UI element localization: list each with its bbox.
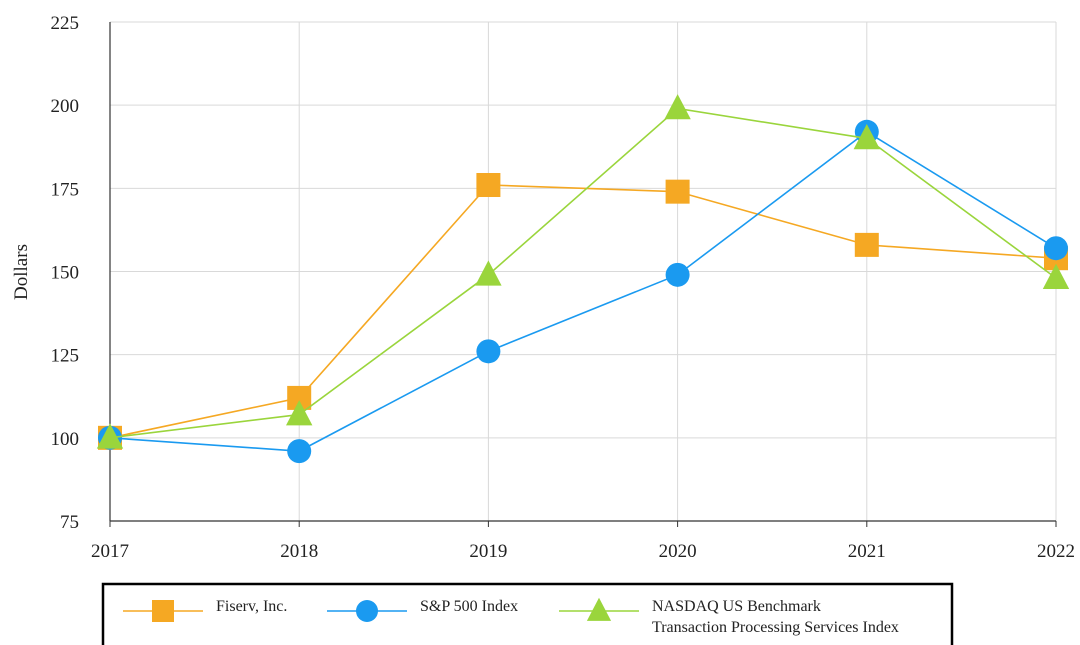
legend-label: NASDAQ US Benchmark Transaction Processin… <box>652 598 899 636</box>
x-tick-label: 2022 <box>1037 541 1075 562</box>
x-tick-label: 2020 <box>659 541 697 562</box>
legend-label-line: NASDAQ US Benchmark <box>652 598 821 615</box>
y-tick-label: 225 <box>51 13 80 34</box>
circle-marker <box>287 439 312 464</box>
x-tick-label: 2017 <box>91 541 129 562</box>
legend-label-line: Fiserv, Inc. <box>216 598 287 615</box>
series-triangle <box>96 94 1070 449</box>
square-marker <box>854 232 879 257</box>
axes <box>109 22 1057 527</box>
legend-box <box>101 582 954 645</box>
triangle-marker <box>475 260 502 286</box>
circle-marker <box>1044 236 1068 261</box>
series-square <box>98 173 1068 450</box>
y-tick-label: 125 <box>51 346 80 367</box>
series-circle <box>98 119 1068 464</box>
legend-label-line: Transaction Processing Services Index <box>652 619 899 636</box>
square-marker <box>152 600 174 622</box>
triangle-marker <box>1042 263 1070 289</box>
y-tick-label: 175 <box>51 179 80 200</box>
legend-label-line: S&P 500 Index <box>420 598 518 615</box>
legend-label: Fiserv, Inc. <box>216 598 287 615</box>
triangle-marker <box>96 423 124 449</box>
circle-marker <box>665 262 690 287</box>
series-line <box>109 107 1057 439</box>
y-tick-label: 100 <box>51 429 80 450</box>
legend-label: S&P 500 Index <box>420 598 518 615</box>
y-tick-label: 75 <box>60 512 79 533</box>
x-tick-labels: 2017 2018 2019 2020 2021 2022 <box>91 541 1075 562</box>
triangle-marker <box>586 597 612 621</box>
y-tick-labels: 75 100 125 150 175 200 225 <box>51 13 80 533</box>
triangle-marker <box>853 124 880 150</box>
circle-marker <box>356 600 378 622</box>
y-tick-label: 150 <box>51 263 80 284</box>
triangle-marker <box>286 400 313 426</box>
series-line <box>109 184 1057 439</box>
x-tick-label: 2018 <box>280 541 318 562</box>
x-tick-label: 2019 <box>469 541 507 562</box>
series-line <box>109 130 1057 452</box>
grid-lines <box>110 21 1057 521</box>
y-axis-title: Dollars <box>11 244 32 300</box>
series-layer <box>96 94 1070 464</box>
triangle-marker <box>664 94 691 120</box>
legend: Fiserv, Inc. S&P 500 Index NASDAQ US Bench… <box>101 582 954 645</box>
y-tick-label: 200 <box>51 96 80 117</box>
square-marker <box>665 179 690 204</box>
x-tick-label: 2021 <box>848 541 886 562</box>
square-marker <box>476 173 501 198</box>
circle-marker <box>476 339 501 364</box>
